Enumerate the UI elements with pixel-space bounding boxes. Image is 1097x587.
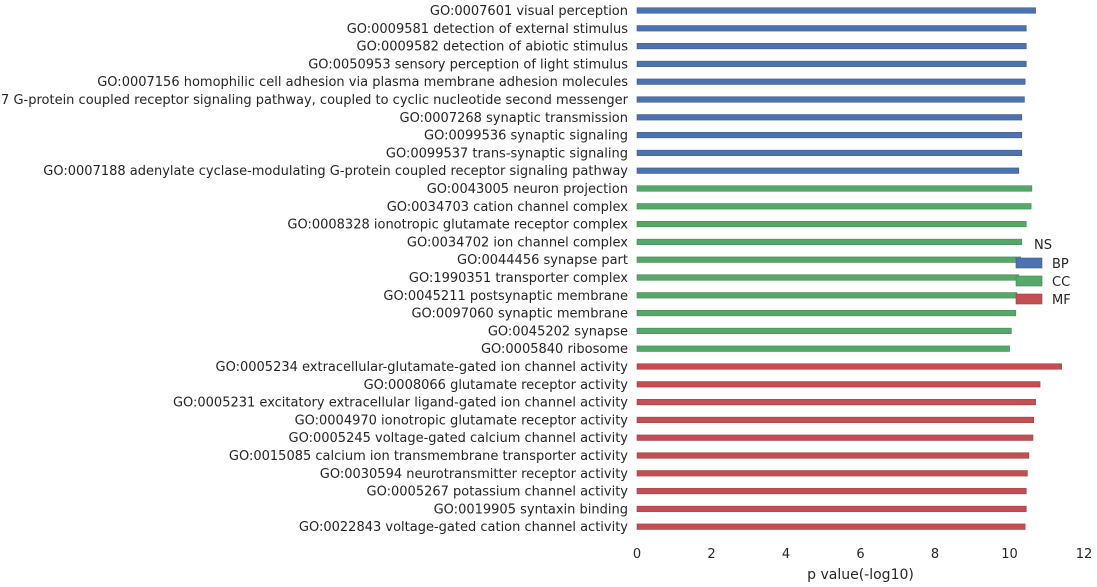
bar-mf <box>636 381 1041 388</box>
category-label: GO:0008066 glutamate receptor activity <box>364 378 629 393</box>
bar-cc <box>636 221 1027 228</box>
bar-cc <box>636 256 1021 263</box>
x-tick-label: 6 <box>856 547 864 562</box>
bar-bp <box>636 167 1020 174</box>
bar-bp <box>636 25 1027 32</box>
category-label: GO:0008328 ionotropic glutamate receptor… <box>287 218 628 233</box>
bar-mf <box>636 488 1027 495</box>
bar-cc <box>636 345 1010 352</box>
bars-group <box>636 7 1062 530</box>
bar-bp <box>636 43 1027 50</box>
bar-cc <box>636 185 1033 192</box>
bar-mf <box>636 452 1030 459</box>
bar-cc <box>636 292 1018 299</box>
bar-bp <box>636 149 1023 156</box>
category-label: GO:0015085 calcium ion transmembrane tra… <box>229 449 628 464</box>
category-label: GO:0022843 voltage-gated cation channel … <box>299 520 628 535</box>
category-labels: GO:0007601 visual perception GO:0009581 d… <box>0 4 629 535</box>
category-label: GO:0005245 voltage-gated calcium channel… <box>289 431 629 446</box>
category-label: GO:0009581 detection of external stimulu… <box>347 22 629 37</box>
category-label: GO:0099536 synaptic signaling <box>424 129 628 144</box>
category-label: GO:0050953 sensory perception of light s… <box>308 57 628 72</box>
legend-swatch-bp <box>1015 257 1043 269</box>
x-axis-title: p value(-log10) <box>807 567 914 583</box>
x-axis: 0 2 4 6 8 10 12 <box>633 547 1092 562</box>
bar-mf <box>636 505 1027 512</box>
bar-mf <box>636 399 1036 406</box>
category-label: GO:0009582 detection of abiotic stimulus <box>357 40 629 55</box>
category-label: GO:0007188 adenylate cyclase-modulating … <box>43 164 628 179</box>
category-label: GO:1990351 transporter complex <box>409 271 628 286</box>
bar-cc <box>636 274 1020 281</box>
category-label: GO:0099537 trans-synaptic signaling <box>386 146 628 161</box>
bar-bp <box>636 7 1036 14</box>
bar-mf <box>636 470 1028 477</box>
bar-mf <box>636 363 1062 370</box>
legend-title: NS <box>1034 238 1052 253</box>
category-label: GO:0034702 ion channel complex <box>407 235 628 250</box>
legend-label-bp: BP <box>1052 257 1069 272</box>
bar-bp <box>636 132 1023 139</box>
x-tick-label: 10 <box>1001 547 1018 562</box>
bar-bp <box>636 78 1026 85</box>
category-label: GO:0044456 synapse part <box>457 253 628 268</box>
category-label: GO:0005231 excitatory extracellular liga… <box>173 396 628 411</box>
category-label: GO:0007156 homophilic cell adhesion via … <box>97 75 628 90</box>
x-tick-label: 0 <box>633 547 641 562</box>
bar-cc <box>636 203 1032 210</box>
legend-swatch-mf <box>1015 293 1043 305</box>
x-tick-label: 8 <box>931 547 939 562</box>
legend: NS BP CC MF <box>1015 238 1071 308</box>
category-label: GO:0043005 neuron projection <box>427 182 628 197</box>
legend-label-mf: MF <box>1052 293 1071 308</box>
category-label: GO:0005234 extracellular-glutamate-gated… <box>216 360 629 375</box>
x-tick-label: 2 <box>707 547 715 562</box>
bar-cc <box>636 238 1023 245</box>
x-tick-label: 4 <box>782 547 790 562</box>
category-label: GO:0019905 syntaxin binding <box>434 502 628 517</box>
bar-mf <box>636 434 1034 441</box>
category-label: GO:0045202 synapse <box>488 324 628 339</box>
category-label: GO:0007601 visual perception <box>430 4 628 19</box>
category-label: GO:0005267 potassium channel activity <box>367 485 629 500</box>
legend-label-cc: CC <box>1052 275 1070 290</box>
category-label: GO:0030594 neurotransmitter receptor act… <box>320 467 629 482</box>
bar-cc <box>636 310 1017 317</box>
category-label: GO:0045211 postsynaptic membrane <box>383 289 628 304</box>
bar-mf <box>636 523 1026 530</box>
legend-swatch-cc <box>1015 275 1043 287</box>
bar-mf <box>636 416 1035 423</box>
bar-cc <box>636 327 1012 334</box>
x-tick-label: 12 <box>1076 547 1093 562</box>
bar-bp <box>636 96 1025 103</box>
category-label: GO:0004970 ionotropic glutamate receptor… <box>295 413 629 428</box>
category-label: GO:0007187 G-protein coupled receptor si… <box>0 93 629 108</box>
category-label: GO:0034703 cation channel complex <box>387 200 629 215</box>
bar-bp <box>636 60 1027 67</box>
category-label: GO:0097060 synaptic membrane <box>411 307 628 322</box>
category-label: GO:0007268 synaptic transmission <box>400 111 628 126</box>
category-label: GO:0005840 ribosome <box>481 342 628 357</box>
bar-bp <box>636 114 1023 121</box>
